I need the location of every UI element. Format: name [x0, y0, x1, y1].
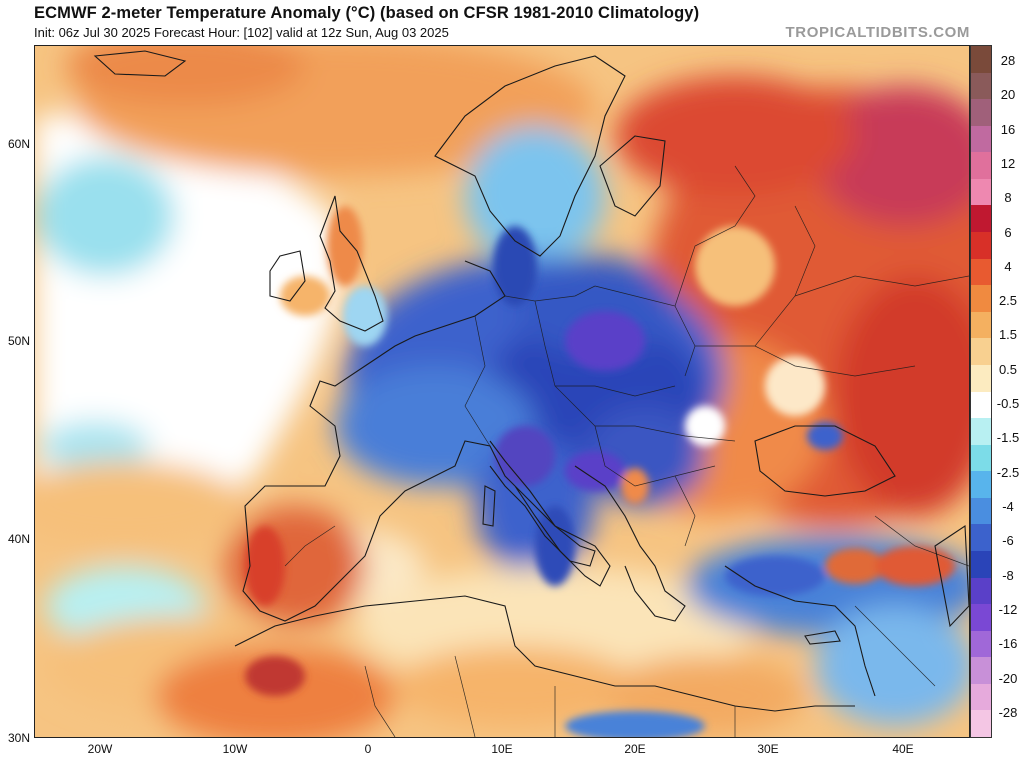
colorbar-segment: [971, 577, 991, 605]
colorbar-label: 20: [1000, 87, 1016, 103]
lat-label-50n: 50N: [7, 334, 30, 348]
colorbar-segment: [971, 152, 991, 180]
colorbar-label: 0.5: [998, 361, 1018, 377]
colorbar-label: 28: [1000, 53, 1016, 68]
colorbar-label: -2.5: [996, 464, 1020, 480]
lon-label-30e: 30E: [757, 742, 779, 756]
colorbar-label: 1.5: [998, 327, 1018, 343]
colorbar-label: -12: [998, 601, 1018, 617]
colorbar-segment: [971, 524, 991, 552]
colorbar-label: -1.5: [996, 430, 1020, 446]
colorbar-segment: [971, 72, 991, 100]
brand-watermark: TROPICALTIDBITS.COM: [785, 24, 970, 41]
colorbar-segment: [971, 418, 991, 446]
colorbar-segment: [971, 178, 991, 206]
lat-label-60n: 60N: [7, 137, 30, 151]
colorbar-segment: [971, 99, 991, 127]
colorbar-segment: [971, 391, 991, 419]
lon-label-10w: 10W: [222, 742, 248, 756]
colorbar-segment: [971, 657, 991, 685]
colorbar: [970, 45, 992, 738]
colorbar-label: 12: [1000, 155, 1016, 171]
colorbar-label: -6: [1002, 533, 1014, 549]
map-subtitle: Init: 06z Jul 30 2025 Forecast Hour: [10…: [34, 25, 449, 40]
lon-label-0: 0: [364, 742, 372, 756]
lat-label-40n: 40N: [7, 532, 30, 546]
colorbar-segment: [971, 125, 991, 153]
colorbar-segment: [971, 205, 991, 233]
broad-anomaly-fields: [35, 46, 969, 737]
colorbar-segment: [971, 550, 991, 579]
colorbar-segment: [971, 285, 991, 313]
anomaly-map[interactable]: [34, 45, 970, 738]
colorbar-label: -4: [1002, 498, 1014, 514]
lon-label-20w: 20W: [87, 742, 113, 756]
colorbar-segment: [971, 258, 991, 286]
colorbar-segment: [971, 683, 991, 711]
colorbar-segment: [971, 444, 991, 472]
anomaly-map-canvas: [35, 46, 969, 737]
lon-label-10e: 10E: [491, 742, 513, 756]
colorbar-segment: [971, 232, 991, 260]
coastlines: [93, 50, 969, 712]
map-title: ECMWF 2-meter Temperature Anomaly (°C) (…: [34, 4, 700, 22]
country-borders: [284, 165, 969, 737]
colorbar-segment: [971, 604, 991, 632]
colorbar-segment: [971, 630, 991, 658]
lat-label-30n: 30N: [7, 731, 30, 745]
colorbar-label: -20: [998, 670, 1018, 686]
colorbar-segment: [971, 364, 991, 392]
detail-anomaly-fields: [245, 206, 955, 737]
lon-label-40e: 40E: [892, 742, 914, 756]
colorbar-label: -16: [998, 636, 1018, 652]
colorbar-segment: [971, 46, 991, 74]
colorbar-segment: [971, 471, 991, 499]
colorbar-segment: [971, 311, 991, 339]
colorbar-label: 2.5: [998, 293, 1018, 309]
lon-label-20e: 20E: [624, 742, 646, 756]
colorbar-label: -0.5: [996, 396, 1020, 412]
colorbar-label: 4: [1004, 258, 1012, 274]
colorbar-label: 8: [1004, 190, 1012, 206]
colorbar-label: 16: [1000, 121, 1016, 137]
colorbar-segment: [971, 497, 991, 525]
colorbar-label: -28: [998, 704, 1018, 720]
colorbar-label: 6: [1004, 224, 1012, 240]
colorbar-label: -8: [1002, 567, 1014, 583]
colorbar-segment: [971, 338, 991, 366]
colorbar-segment: [971, 710, 991, 738]
